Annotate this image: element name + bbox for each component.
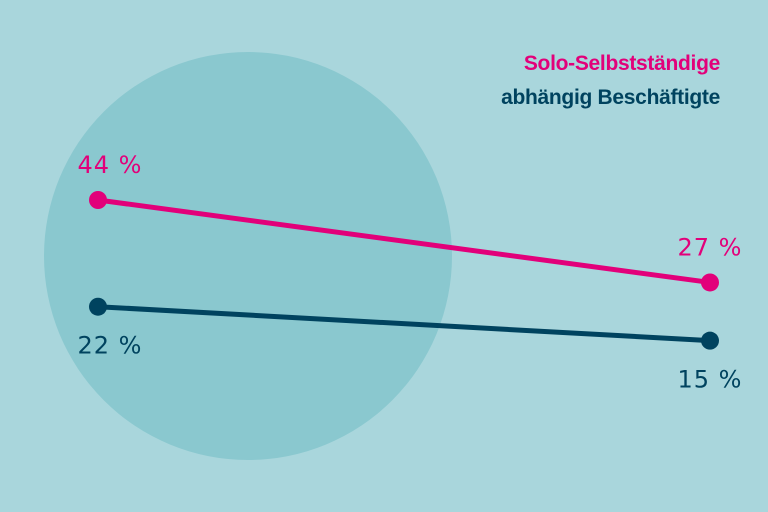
data-label-employed: 22 % [78, 332, 143, 360]
legend-solo: Solo-Selbstständige [523, 52, 720, 75]
series-line-employed [97, 304, 711, 344]
legend-employed: abhängig Beschäftigte [501, 86, 720, 109]
data-point-employed [89, 297, 107, 316]
data-label-solo: 27 % [678, 233, 743, 261]
data-point-employed [701, 331, 719, 350]
data-point-solo [701, 273, 719, 292]
data-label-solo: 44 % [78, 151, 143, 179]
series-line-solo [97, 197, 711, 285]
data-label-employed: 15 % [678, 366, 743, 394]
data-point-solo [89, 191, 107, 209]
background-circle [44, 52, 452, 460]
